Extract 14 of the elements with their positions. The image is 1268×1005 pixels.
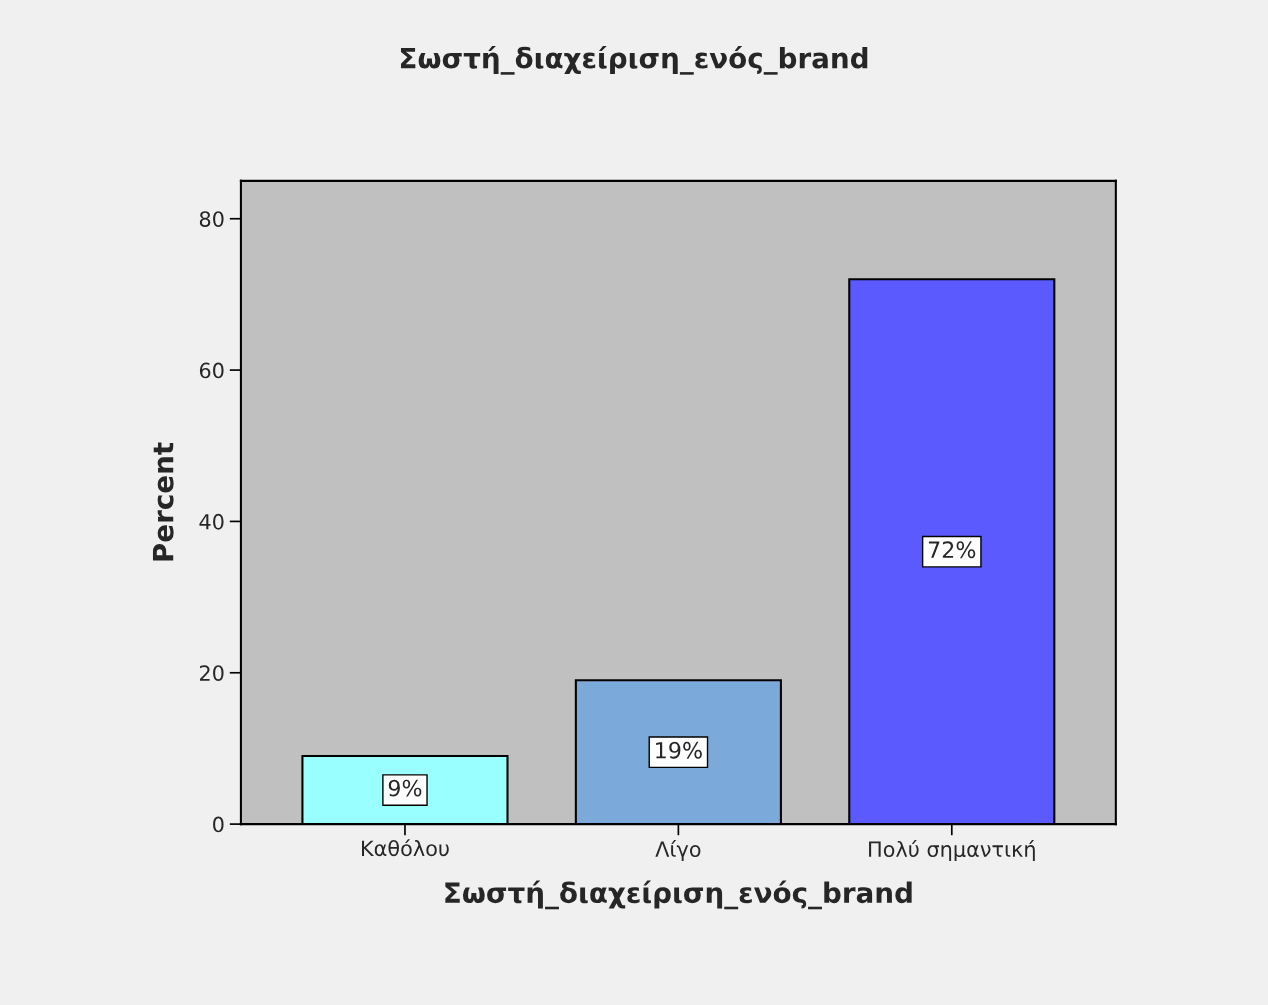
x-tick-label: Πολύ σημαντική (869, 840, 1035, 862)
x-axis-title: Σωστή_διαχείριση_ενός_brand (445, 880, 912, 910)
x-tick-label: Λίγο (655, 840, 701, 862)
y-tick-label: 20 (199, 665, 224, 681)
data-label: 72% (928, 541, 976, 559)
data-label: 19% (656, 741, 702, 759)
x-tick-label: Καθόλου (362, 839, 449, 857)
y-tick-label: 80 (199, 211, 224, 227)
chart-title: Σωστή_διαχείριση_ενός_brand (400, 45, 868, 75)
y-tick-label: 60 (199, 362, 224, 379)
y-tick-label: 0 (213, 816, 224, 833)
data-label: 9% (388, 779, 422, 797)
y-axis-title: Percent (152, 442, 174, 561)
y-tick-label: 40 (199, 513, 224, 530)
